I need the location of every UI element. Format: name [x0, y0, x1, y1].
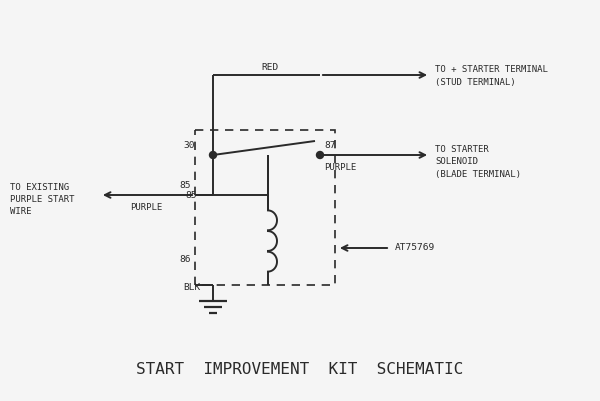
Text: RED: RED	[262, 63, 278, 73]
Text: PURPLE: PURPLE	[324, 162, 356, 172]
Text: 87: 87	[324, 140, 335, 150]
Text: 86: 86	[179, 255, 191, 265]
Text: 85: 85	[185, 190, 197, 200]
Text: PURPLE: PURPLE	[130, 203, 162, 211]
Circle shape	[317, 152, 323, 158]
Text: 30: 30	[183, 140, 194, 150]
Text: TO EXISTING: TO EXISTING	[10, 182, 69, 192]
Text: (STUD TERMINAL): (STUD TERMINAL)	[435, 77, 515, 87]
Text: TO STARTER: TO STARTER	[435, 146, 489, 154]
Text: (BLADE TERMINAL): (BLADE TERMINAL)	[435, 170, 521, 178]
Text: SOLENOID: SOLENOID	[435, 158, 478, 166]
Text: TO + STARTER TERMINAL: TO + STARTER TERMINAL	[435, 65, 548, 75]
Text: BLK: BLK	[183, 284, 200, 292]
Text: AT75769: AT75769	[395, 243, 435, 253]
Text: WIRE: WIRE	[10, 207, 32, 215]
Text: START  IMPROVEMENT  KIT  SCHEMATIC: START IMPROVEMENT KIT SCHEMATIC	[136, 363, 464, 377]
Text: PURPLE START: PURPLE START	[10, 194, 74, 203]
Bar	[195, 130, 335, 285]
Text: 85: 85	[179, 180, 191, 190]
Circle shape	[209, 152, 217, 158]
